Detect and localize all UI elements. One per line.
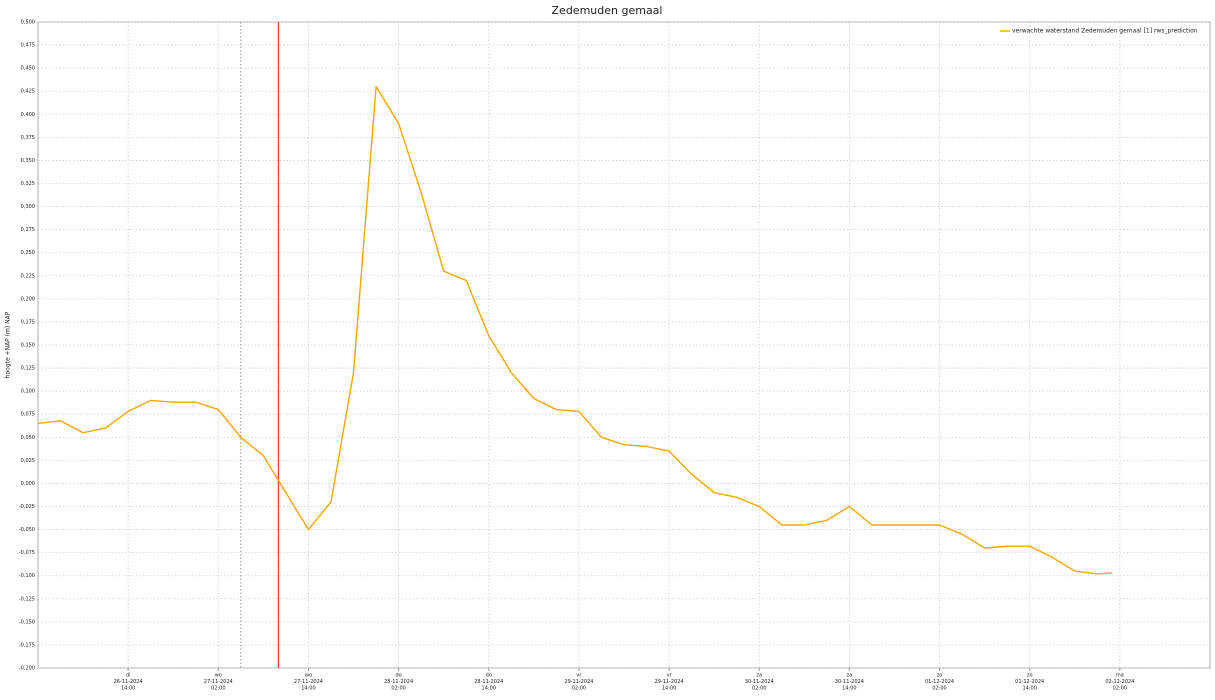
y-tick-label: -0,025 xyxy=(19,504,35,510)
x-tick-label: wo xyxy=(215,673,222,679)
y-tick-label: 0,450 xyxy=(21,66,35,72)
x-tick-label: 27-11-2024 xyxy=(294,679,323,685)
x-tick-label: 02-12-2024 xyxy=(1105,679,1134,685)
x-tick-label: 28-11-2024 xyxy=(474,679,503,685)
x-tick-label: do xyxy=(395,673,401,679)
y-tick-label: 0,300 xyxy=(21,204,35,210)
y-tick-label: -0,100 xyxy=(19,573,35,579)
x-tick-label: 14:00 xyxy=(301,686,315,692)
y-tick-label: 0,500 xyxy=(21,20,35,26)
x-tick-label: za xyxy=(756,673,762,679)
x-tick-label: zo xyxy=(1027,673,1033,679)
y-tick-label: 0,175 xyxy=(21,319,35,325)
x-tick-label: 02:00 xyxy=(1113,686,1127,692)
chart-title: Zedemuden gemaal xyxy=(552,4,663,17)
legend-label: verwachte waterstand Zedemuden gemaal [1… xyxy=(1012,28,1198,35)
y-tick-label: 0,350 xyxy=(21,158,35,164)
y-tick-label: 0,475 xyxy=(21,43,35,49)
x-tick-label: 27-11-2024 xyxy=(204,679,233,685)
y-tick-label: -0,125 xyxy=(19,596,35,602)
y-tick-label: 0,200 xyxy=(21,296,35,302)
y-tick-label: 0,250 xyxy=(21,250,35,256)
y-tick-label: -0,175 xyxy=(19,642,35,648)
y-tick-label: 0,075 xyxy=(21,412,35,418)
x-tick-label: vr xyxy=(576,673,582,679)
y-tick-label: -0,200 xyxy=(19,666,35,672)
y-tick-label: 0,100 xyxy=(21,389,35,395)
y-tick-label: 0,025 xyxy=(21,458,35,464)
y-tick-label: 0,050 xyxy=(21,435,35,441)
x-tick-label: 14:00 xyxy=(842,686,856,692)
x-tick-label: 14:00 xyxy=(121,686,135,692)
y-tick-label: 0,150 xyxy=(21,343,35,349)
y-tick-label: -0,075 xyxy=(19,550,35,556)
x-tick-label: 28-11-2024 xyxy=(384,679,413,685)
y-tick-label: 0,275 xyxy=(21,227,35,233)
x-tick-label: 29-11-2024 xyxy=(564,679,593,685)
x-tick-label: zo xyxy=(937,673,943,679)
x-tick-label: 14:00 xyxy=(482,686,496,692)
y-tick-label: 0,425 xyxy=(21,89,35,95)
y-axis-label: hoogte +NAP (m) NAP xyxy=(5,311,12,378)
x-tick-label: 02:00 xyxy=(752,686,766,692)
x-tick-label: vr xyxy=(667,673,673,679)
x-tick-label: wo xyxy=(305,673,312,679)
x-tick-label: ma xyxy=(1116,673,1124,679)
x-tick-label: 14:00 xyxy=(662,686,676,692)
y-tick-label: 0,400 xyxy=(21,112,35,118)
x-tick-label: 30-11-2024 xyxy=(835,679,864,685)
data-line xyxy=(37,85,1113,575)
x-tick-label: 02:00 xyxy=(932,686,946,692)
y-tick-label: 0,375 xyxy=(21,135,35,141)
y-tick-label: -0,050 xyxy=(19,527,35,533)
x-tick-label: za xyxy=(847,673,853,679)
x-tick-label: di xyxy=(126,673,131,679)
y-tick-label: 0,000 xyxy=(21,481,35,487)
x-tick-label: 26-11-2024 xyxy=(114,679,143,685)
x-tick-label: 29-11-2024 xyxy=(655,679,684,685)
y-tick-label: 0,125 xyxy=(21,366,35,372)
x-tick-label: 30-11-2024 xyxy=(745,679,774,685)
y-tick-label: 0,325 xyxy=(21,181,35,187)
x-tick-label: 02:00 xyxy=(211,686,225,692)
x-tick-label: 02:00 xyxy=(391,686,405,692)
x-tick-label: 01-12-2024 xyxy=(925,679,954,685)
x-tick-label: 02:00 xyxy=(572,686,586,692)
x-tick-label: 01-12-2024 xyxy=(1015,679,1044,685)
y-tick-label: 0,225 xyxy=(21,273,35,279)
y-tick-label: -0,150 xyxy=(19,619,35,625)
x-tick-label: 14:00 xyxy=(1022,686,1036,692)
x-tick-label: do xyxy=(486,673,492,679)
